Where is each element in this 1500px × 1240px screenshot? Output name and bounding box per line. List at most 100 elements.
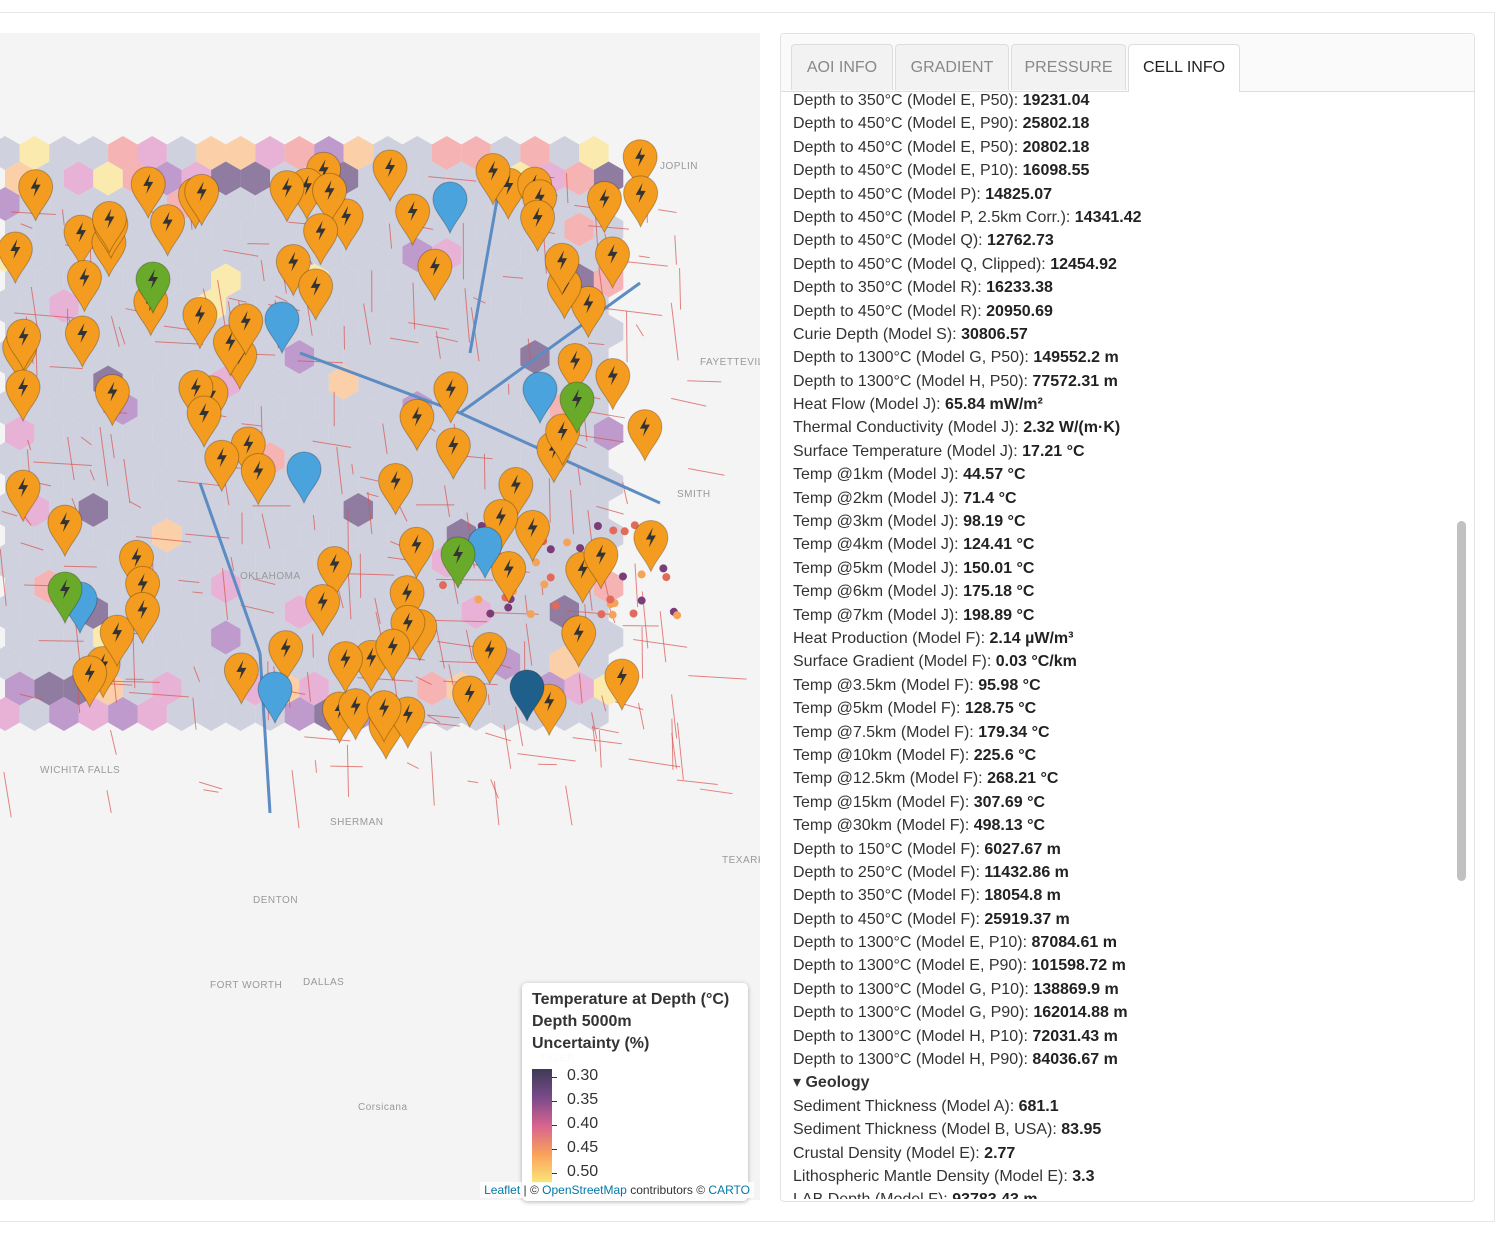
marker[interactable] xyxy=(520,199,556,253)
marker[interactable] xyxy=(305,583,341,637)
marker[interactable] xyxy=(204,439,240,493)
pin-icon xyxy=(557,250,568,271)
tab[interactable]: GRADIENT xyxy=(895,44,1009,90)
marker[interactable] xyxy=(595,357,631,411)
marker[interactable] xyxy=(509,669,545,723)
marker[interactable] xyxy=(515,509,551,563)
hex-cell xyxy=(49,442,79,476)
marker[interactable] xyxy=(269,170,305,223)
marker[interactable] xyxy=(545,413,581,467)
tab[interactable]: PRESSURE xyxy=(1011,44,1126,90)
marker[interactable] xyxy=(595,236,631,290)
marker[interactable] xyxy=(5,369,41,423)
marker[interactable] xyxy=(91,201,127,254)
marker[interactable] xyxy=(303,213,339,266)
marker[interactable] xyxy=(135,261,171,315)
marker[interactable] xyxy=(395,193,431,247)
marker[interactable] xyxy=(125,591,161,645)
hex-cell xyxy=(166,493,197,527)
marker[interactable] xyxy=(223,652,259,706)
marker[interactable] xyxy=(366,690,402,743)
marker[interactable] xyxy=(317,546,353,599)
marker[interactable] xyxy=(472,632,508,685)
marker[interactable] xyxy=(311,172,347,226)
marker[interactable] xyxy=(0,231,33,285)
scrollbar[interactable] xyxy=(1457,521,1466,881)
marker[interactable] xyxy=(268,630,304,683)
tab[interactable]: CELL INFO xyxy=(1128,44,1240,92)
marker[interactable] xyxy=(633,520,669,573)
marker[interactable] xyxy=(228,303,264,357)
hex-cell xyxy=(343,340,374,374)
marker[interactable] xyxy=(627,409,663,462)
map[interactable]: JOPLIN FAYETTEVILL SMITH OKLAHOMA WICHITA FA… xyxy=(0,33,760,1201)
marker[interactable] xyxy=(286,451,322,505)
hex-cell xyxy=(63,467,94,502)
marker[interactable] xyxy=(435,427,471,481)
marker[interactable] xyxy=(559,381,595,435)
marker[interactable] xyxy=(378,462,414,516)
pipeline xyxy=(459,281,641,415)
marker[interactable] xyxy=(150,204,186,257)
marker[interactable] xyxy=(432,181,468,235)
marker[interactable] xyxy=(264,301,300,355)
power-line xyxy=(436,578,494,581)
marker[interactable] xyxy=(433,371,469,425)
pin-icon xyxy=(453,544,463,564)
marker[interactable] xyxy=(5,469,41,523)
marker[interactable] xyxy=(327,641,363,694)
marker[interactable] xyxy=(130,166,166,220)
marker[interactable] xyxy=(375,628,411,682)
marker[interactable] xyxy=(94,373,130,427)
hex-cell xyxy=(461,187,491,221)
marker[interactable] xyxy=(186,395,222,449)
link[interactable]: Leaflet xyxy=(484,1183,521,1197)
marker[interactable] xyxy=(182,296,218,350)
marker[interactable] xyxy=(440,536,476,590)
hex-cell xyxy=(49,646,79,680)
marker[interactable] xyxy=(561,615,597,669)
marker[interactable] xyxy=(586,181,622,234)
link[interactable]: OpenStreetMap xyxy=(542,1183,627,1197)
marker[interactable] xyxy=(491,550,527,604)
marker[interactable] xyxy=(622,139,658,193)
marker[interactable] xyxy=(583,537,619,590)
marker[interactable] xyxy=(298,268,334,322)
hex-cell xyxy=(314,391,344,425)
pin xyxy=(125,565,161,619)
hex-cell xyxy=(49,187,79,221)
marker[interactable] xyxy=(522,371,558,425)
marker[interactable] xyxy=(6,318,42,372)
pin-icon xyxy=(162,211,173,232)
power-line xyxy=(452,576,459,605)
marker[interactable] xyxy=(72,655,108,709)
marker[interactable] xyxy=(99,614,135,668)
marker[interactable] xyxy=(47,504,83,558)
marker[interactable] xyxy=(184,173,220,227)
tab[interactable]: AOI INFO xyxy=(791,44,893,90)
marker[interactable] xyxy=(125,565,161,619)
marker[interactable] xyxy=(604,658,640,712)
marker[interactable] xyxy=(623,175,659,229)
marker[interactable] xyxy=(47,571,83,625)
marker[interactable] xyxy=(257,671,293,725)
marker[interactable] xyxy=(399,398,435,452)
marker[interactable] xyxy=(389,575,425,628)
marker[interactable] xyxy=(498,466,534,520)
info-row: Depth to 450°C (Model E, P10): 16098.55 xyxy=(793,159,1453,182)
marker[interactable] xyxy=(544,242,580,296)
marker[interactable] xyxy=(557,343,593,396)
marker[interactable] xyxy=(417,248,453,302)
marker[interactable] xyxy=(18,169,54,222)
place-label: SHERMAN xyxy=(330,817,384,828)
marker[interactable] xyxy=(240,453,276,506)
marker[interactable] xyxy=(452,675,488,729)
link[interactable]: CARTO xyxy=(708,1183,750,1197)
pin xyxy=(570,285,606,339)
marker[interactable] xyxy=(66,259,102,313)
marker[interactable] xyxy=(64,315,100,369)
marker[interactable] xyxy=(475,153,511,206)
marker[interactable] xyxy=(372,149,408,203)
marker[interactable] xyxy=(570,285,606,339)
marker[interactable] xyxy=(398,526,434,580)
